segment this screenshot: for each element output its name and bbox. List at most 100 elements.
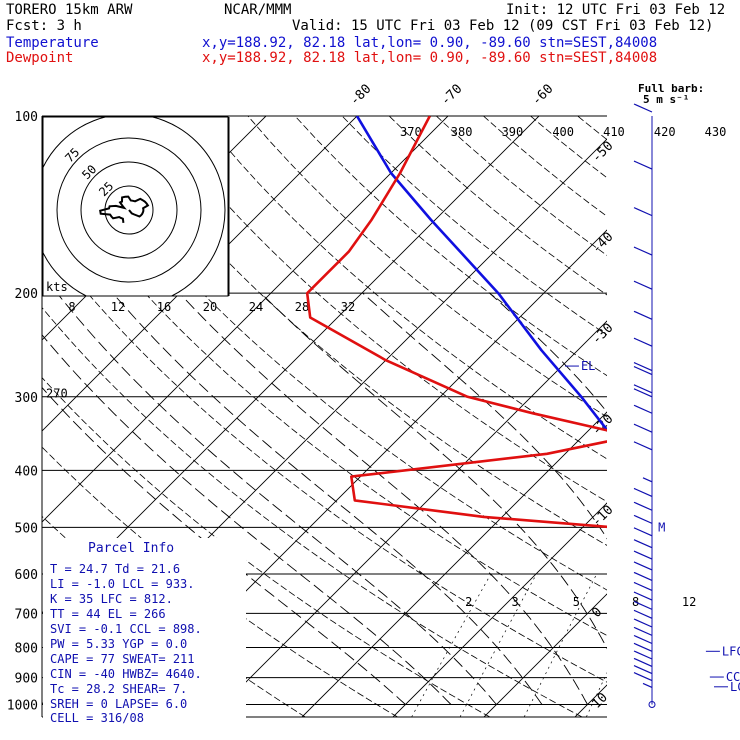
pressure-label: 600	[15, 568, 38, 583]
wind-barb	[633, 672, 653, 682]
isotherm-line	[210, 320, 607, 717]
parcel-row-9: Tc = 28.2 SHEAR= 7.	[50, 682, 187, 696]
barb-flag	[633, 561, 653, 571]
barb-flag	[633, 280, 653, 290]
isotherm-label: -70	[438, 82, 465, 109]
barb-flag	[633, 423, 653, 433]
barb-flag	[633, 527, 653, 537]
barb-flag	[633, 657, 653, 667]
wind-barb	[648, 701, 656, 709]
wind-barb	[633, 634, 653, 645]
isotherm-label: 10	[589, 690, 611, 712]
parcel-row-1: T = 24.7 Td = 21.6	[50, 562, 180, 576]
pressure-label: 400	[15, 464, 38, 479]
temperature-legend: Temperature	[6, 35, 99, 51]
wind-barb	[633, 246, 653, 256]
wind-barb	[633, 280, 653, 290]
theta-label: 380	[451, 125, 473, 139]
level-label-lcl: LCL	[730, 680, 740, 694]
dry-adiabat	[59, 116, 607, 591]
isotherm-label: 0	[589, 605, 605, 621]
hodograph-units: kts	[46, 280, 68, 294]
hodograph-ring	[56, 137, 202, 283]
level-label-lfc: LFC	[722, 644, 740, 658]
barb-flag	[633, 103, 653, 113]
wind-barb	[633, 103, 653, 113]
wind-barb	[633, 618, 653, 628]
parcel-row-6: PW = 5.33 YGP = 0.0	[50, 637, 187, 651]
barb-flag	[633, 581, 653, 591]
barb-flag	[633, 600, 653, 610]
hodograph-ring	[43, 117, 226, 296]
barb-flag	[633, 310, 653, 320]
barb-flag	[633, 384, 653, 394]
parcel-row-10: SREH = 0 LAPSE= 6.0	[50, 697, 187, 711]
mixing-ratio-line	[459, 573, 537, 717]
mixing-ratio-label: 3	[511, 595, 518, 609]
wind-barb	[633, 561, 653, 571]
isotherm-line	[392, 502, 607, 717]
wind-barb	[642, 477, 653, 483]
barb-flag	[633, 591, 653, 601]
upper-axis-label: 16	[157, 300, 171, 314]
wind-barb	[633, 207, 653, 217]
mixing-ratio-line	[523, 573, 598, 717]
barb-flag	[633, 539, 653, 549]
isotherm-line	[42, 116, 358, 432]
wind-barbs	[633, 103, 656, 709]
barb-flag	[633, 650, 653, 660]
barb-flag	[633, 634, 653, 645]
upper-axis-label: 28	[295, 300, 309, 314]
model-label: TORERO 15km ARW	[6, 2, 133, 18]
theta-label: 430	[705, 125, 727, 139]
barb-calm	[648, 701, 656, 709]
isotherm-label: -80	[347, 82, 374, 109]
dry-adiabat	[436, 116, 607, 256]
wind-barb	[633, 642, 653, 652]
moist-adiabat	[260, 292, 607, 650]
wind-barb	[633, 581, 653, 591]
parcel-row-11: CELL = 316/08	[50, 711, 144, 725]
isotherm-label: -40	[589, 230, 616, 257]
pressure-label: 100	[15, 110, 38, 125]
dry-adiabat	[625, 116, 740, 717]
isotherm-label: -60	[529, 82, 556, 109]
wind-barb	[633, 650, 653, 660]
theta-label: 410	[603, 125, 625, 139]
wind-barb	[633, 591, 653, 601]
barb-legend-title: Full barb:	[638, 82, 704, 95]
wind-barb	[633, 626, 653, 636]
source-label: NCAR/MMM	[224, 2, 291, 18]
wind-barb	[633, 160, 653, 170]
parcel-info-box: Parcel Info T = 24.7 Td = 21.6 LI = -1.0…	[43, 538, 246, 726]
moist-adiabat	[489, 292, 607, 413]
pressure-label: 900	[15, 672, 38, 687]
parcel-row-4: TT = 44 EL = 266	[50, 607, 166, 621]
upper-axis-label: 32	[341, 300, 355, 314]
hodograph-trace	[99, 195, 150, 224]
pressure-label: 700	[15, 607, 38, 622]
level-label-m: M	[658, 520, 665, 534]
isotherm-label: -30	[589, 321, 616, 348]
level-label-ccl: CCL	[726, 670, 740, 684]
mixing-ratio-label: 12	[682, 595, 696, 609]
dry-adiabat	[388, 116, 607, 296]
hodograph-frame	[42, 116, 229, 297]
dry-adiabat	[153, 116, 607, 503]
dry-adiabat	[106, 116, 607, 546]
wind-barb	[633, 384, 653, 398]
barb-flag	[633, 672, 653, 682]
pressure-label: 300	[15, 391, 38, 406]
isotherm-line	[301, 411, 607, 717]
barb-legend-unit: 5 m s⁻¹	[643, 93, 689, 106]
parcel-row-2: LI = -1.0 LCL = 933.	[50, 577, 195, 591]
isotherm-line	[666, 116, 740, 717]
barb-flag	[633, 160, 653, 170]
wind-barb	[633, 600, 653, 610]
dry-adiabat	[42, 307, 583, 717]
dewpoint-location: x,y=188.92, 82.18 lat,lon= 0.90, -89.60 …	[202, 50, 657, 66]
isotherm-line	[42, 116, 449, 523]
mixing-ratio-label: 5	[573, 595, 580, 609]
hodograph-ring	[80, 161, 178, 259]
